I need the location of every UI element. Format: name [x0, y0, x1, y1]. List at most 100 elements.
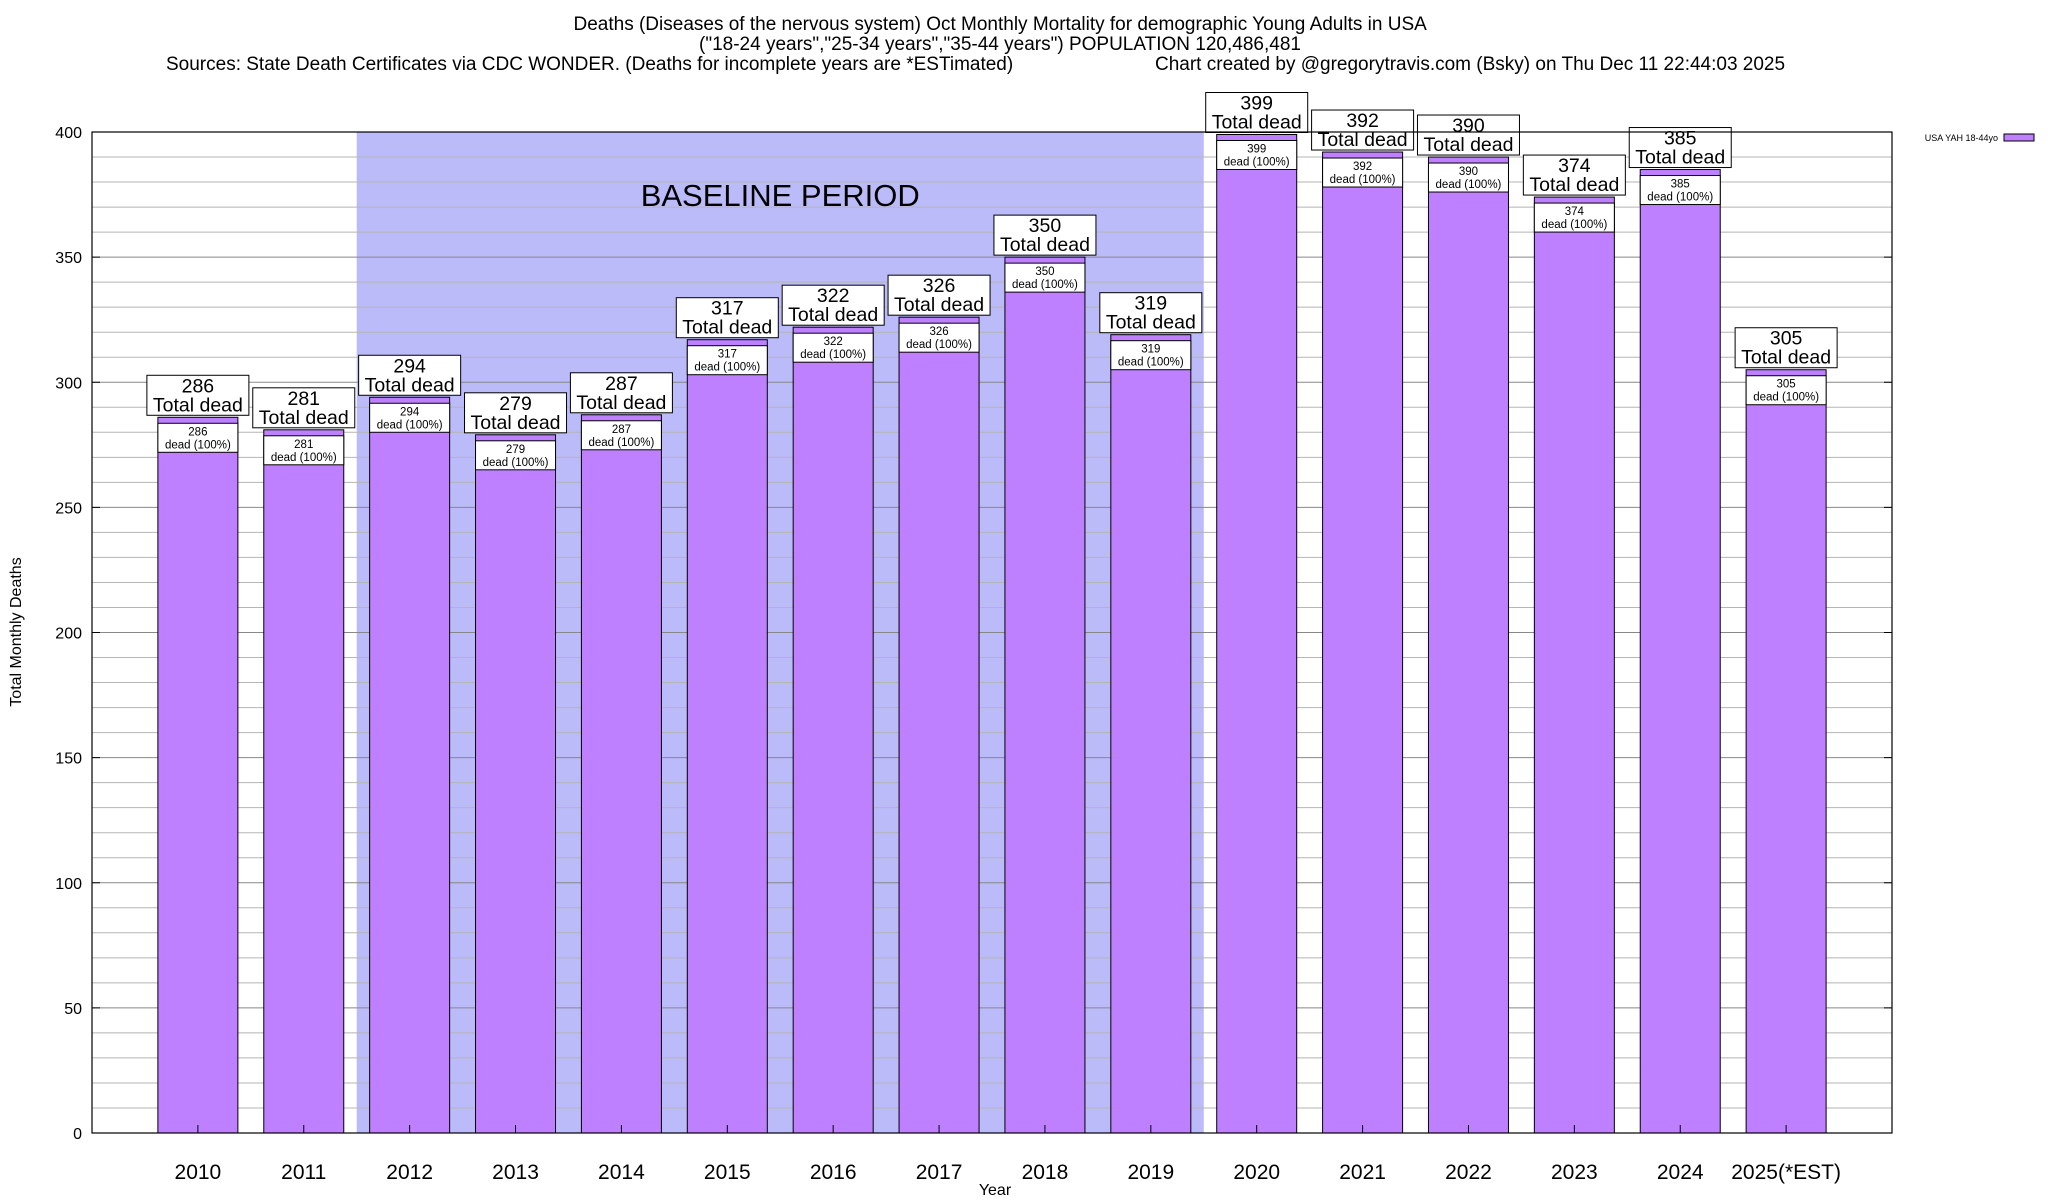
- bar-total-text-label: Total dead: [153, 394, 243, 416]
- y-tick-label: 0: [73, 1126, 82, 1143]
- x-tick-label: 2016: [810, 1161, 857, 1184]
- chart-sources: Sources: State Death Certificates via CD…: [166, 54, 1014, 75]
- bar-total-label-box: [675, 297, 779, 339]
- bar-total-text-label: Total dead: [365, 374, 455, 396]
- bar-total-value-label: 392: [1346, 110, 1379, 132]
- bar-total-text-label: Total dead: [1000, 234, 1090, 256]
- bar-total-text-label: Total dead: [682, 317, 772, 339]
- bar: [369, 396, 451, 1134]
- bar-inner-percent-label: dead (100%): [1330, 174, 1396, 186]
- bar: [1533, 196, 1615, 1134]
- y-axis-title: Total Monthly Deaths: [8, 557, 25, 706]
- y-tick-label: 250: [55, 500, 82, 517]
- bar-total-value-label: 374: [1558, 155, 1591, 177]
- bar-inner-label-box: [1745, 375, 1827, 406]
- bar-inner-label-box: [686, 345, 768, 376]
- bar-inner-value-label: 294: [400, 406, 420, 418]
- bar-total-value-label: 317: [711, 298, 744, 320]
- bar-inner-value-label: 286: [188, 426, 207, 438]
- legend-swatch: [2003, 133, 2035, 142]
- bar: [686, 339, 768, 1134]
- bar-inner-label-box: [1322, 157, 1404, 188]
- bar-total-text-label: Total dead: [259, 407, 349, 429]
- bar-inner-label-box: [369, 402, 451, 433]
- bar-inner-label-box: [580, 420, 662, 451]
- bar-inner-value-label: 279: [506, 444, 525, 456]
- bar-inner-percent-label: dead (100%): [906, 339, 972, 351]
- bar-total-label-box: [1734, 327, 1838, 369]
- bar-total-text-label: Total dead: [894, 294, 984, 316]
- bar-total-value-label: 350: [1029, 215, 1062, 237]
- bar-inner-label-box: [792, 332, 874, 363]
- bar-inner-value-label: 390: [1459, 166, 1478, 178]
- bar-total-value-label: 294: [393, 355, 426, 377]
- bar-inner-label-box: [263, 435, 345, 466]
- bar-total-label-box: [1628, 127, 1732, 169]
- bar-total-label-box: [146, 374, 250, 416]
- bar: [263, 429, 345, 1134]
- bar: [157, 416, 239, 1134]
- bar-total-value-label: 326: [923, 275, 956, 297]
- bar-inner-value-label: 374: [1565, 206, 1585, 218]
- x-tick-label: 2013: [492, 1161, 539, 1184]
- bar: [898, 316, 980, 1134]
- bar-inner-percent-label: dead (100%): [271, 452, 337, 464]
- bar-total-value-label: 281: [287, 388, 320, 410]
- bar-total-label-box: [1522, 154, 1626, 196]
- bar-inner-value-label: 392: [1353, 161, 1372, 173]
- bar-inner-label-box: [1110, 340, 1192, 371]
- y-tick-label: 100: [55, 876, 82, 893]
- bar-inner-percent-label: dead (100%): [1224, 157, 1290, 169]
- bar: [580, 414, 662, 1134]
- y-tick-label: 150: [55, 751, 82, 768]
- baseline-period-label: BASELINE PERIOD: [641, 178, 920, 213]
- y-tick-label: 400: [55, 125, 82, 142]
- bar-inner-value-label: 399: [1247, 144, 1266, 156]
- bar-inner-label-box: [1639, 175, 1721, 206]
- bar-total-label-box: [781, 284, 885, 326]
- bar: [1004, 256, 1086, 1134]
- bar-total-text-label: Total dead: [471, 412, 561, 434]
- x-tick-label: 2018: [1022, 1161, 1069, 1184]
- x-tick-label: 2014: [598, 1161, 645, 1184]
- x-tick-label: 2011: [281, 1161, 326, 1184]
- bar-inner-percent-label: dead (100%): [1436, 179, 1502, 191]
- y-tick-label: 300: [55, 375, 82, 392]
- bar-inner-percent-label: dead (100%): [588, 437, 654, 449]
- bar: [1745, 369, 1827, 1134]
- bar-inner-label-box: [898, 322, 980, 353]
- x-tick-label: 2019: [1127, 1161, 1174, 1184]
- bar-inner-value-label: 305: [1777, 379, 1796, 391]
- y-tick-label: 50: [64, 1001, 82, 1018]
- x-axis-title: Year: [979, 1182, 1012, 1199]
- bar-total-text-label: Total dead: [1212, 112, 1302, 134]
- bar-total-label-box: [1416, 114, 1520, 156]
- bar: [1322, 151, 1404, 1134]
- bar-total-value-label: 399: [1240, 93, 1273, 115]
- chart-title: Deaths (Diseases of the nervous system) …: [573, 14, 1427, 35]
- x-tick-label: 2025(*EST): [1731, 1161, 1841, 1184]
- bar-total-value-label: 385: [1664, 128, 1697, 150]
- bar-total-label-box: [358, 354, 462, 396]
- bar-inner-percent-label: dead (100%): [483, 457, 549, 469]
- x-tick-label: 2022: [1445, 1161, 1492, 1184]
- y-tick-label: 350: [55, 250, 82, 267]
- bar-inner-value-label: 317: [718, 349, 737, 361]
- x-tick-label: 2023: [1551, 1161, 1598, 1184]
- bar-total-label-box: [1311, 109, 1415, 151]
- x-tick-label: 2024: [1657, 1161, 1704, 1184]
- x-tick-label: 2010: [175, 1161, 222, 1184]
- bar-inner-percent-label: dead (100%): [1541, 219, 1607, 231]
- bar-inner-label-box: [1427, 162, 1509, 193]
- bar-inner-percent-label: dead (100%): [800, 349, 866, 361]
- bar-inner-value-label: 385: [1671, 179, 1690, 191]
- bar: [1110, 334, 1192, 1134]
- bar: [1216, 134, 1298, 1134]
- bar-total-text-label: Total dead: [576, 392, 666, 414]
- chart-credit: Chart created by @gregorytravis.com (Bsk…: [1155, 54, 1786, 75]
- bar-inner-label-box: [475, 440, 557, 471]
- bar-total-label-box: [464, 392, 568, 434]
- bar-total-label-box: [1205, 92, 1309, 134]
- bar-total-text-label: Total dead: [1635, 147, 1725, 169]
- bar-inner-value-label: 319: [1141, 344, 1160, 356]
